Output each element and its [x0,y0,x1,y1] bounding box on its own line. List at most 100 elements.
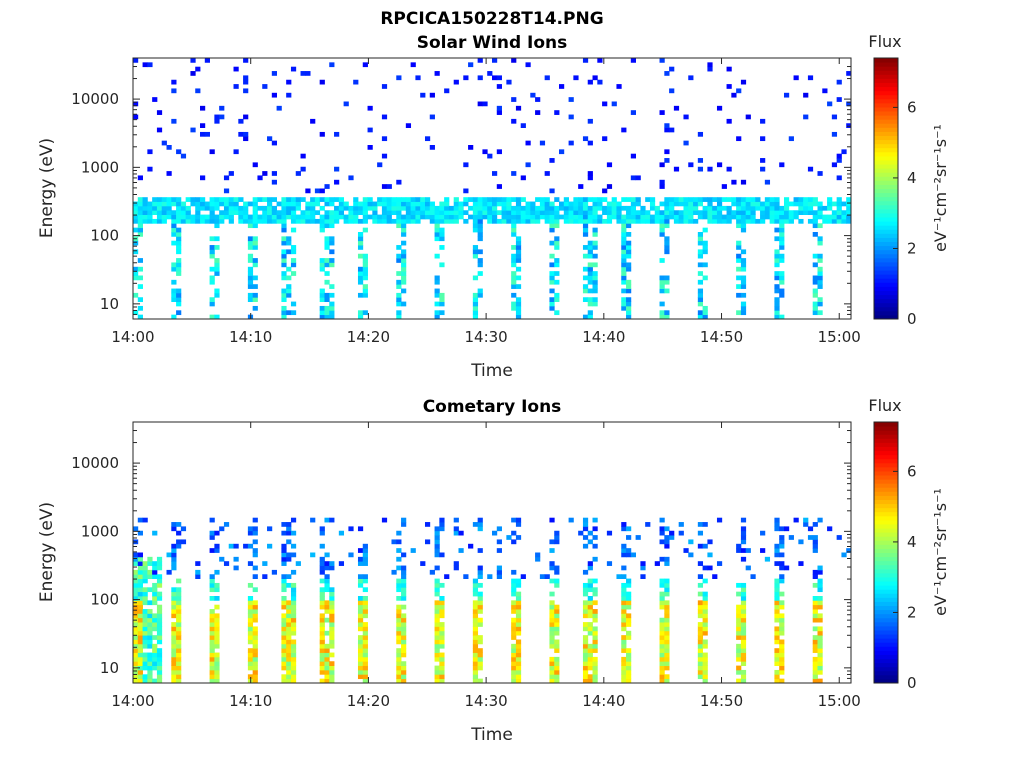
heatmap-cell [453,517,459,523]
heatmap-cell [812,582,818,588]
heatmap-cell [554,258,560,263]
heatmap-cell [391,210,397,215]
heatmap-cell [401,271,407,276]
heatmap-cell [697,214,704,220]
heatmap-cell [200,175,206,181]
heatmap-cell [353,210,359,215]
heatmap-cell [736,613,742,619]
heatmap-cell [592,214,598,220]
heatmap-cell [515,596,522,601]
heatmap-cell [554,279,560,285]
heatmap-cell [731,179,737,185]
heatmap-cell [420,214,426,220]
heatmap-cell [281,205,287,211]
heatmap-cell [707,197,713,202]
heatmap-cell [578,218,584,224]
heatmap-cell [156,678,163,684]
heatmap-cell [726,218,732,224]
heatmap-cell [544,197,550,202]
heatmap-cell [697,626,704,632]
heatmap-cell [324,617,330,623]
heatmap-cell [606,214,613,220]
heatmap-cell [621,609,627,614]
heatmap-cell [515,297,522,302]
heatmap-cell [252,669,258,675]
heatmap-cell [137,591,143,597]
heatmap-cell [209,197,215,202]
heatmap-cell [247,223,254,229]
heatmap-cell [142,609,148,614]
heatmap-cell [223,205,230,211]
heatmap-cell [817,517,823,523]
heatmap-cell [621,617,627,623]
heatmap-cell [740,674,747,680]
heatmap-cell [156,661,163,666]
heatmap-cell [329,626,335,632]
heatmap-cell [511,604,517,610]
heatmap-cell [247,561,254,566]
heatmap-cell [592,600,598,606]
heatmap-cell [324,279,330,285]
heatmap-cell [214,656,220,662]
heatmap-cell [611,205,617,211]
heatmap-cell [673,214,680,220]
heatmap-cell [324,630,330,636]
heatmap-cell [573,201,579,207]
heatmap-cell [223,197,230,202]
heatmap-cell [779,314,785,320]
heatmap-cell [209,582,215,588]
heatmap-cell [401,522,407,527]
heatmap-cell [812,301,818,307]
heatmap-cell [779,604,785,610]
heatmap-cell [444,197,450,202]
heatmap-cell [357,665,364,671]
heatmap-cell [779,253,785,259]
colorbar-swatch [874,249,898,255]
heatmap-cell [817,656,823,662]
heatmap-cell [592,556,598,562]
heatmap-cell [401,569,407,575]
heatmap-cell [257,197,263,202]
heatmap-cell [621,665,627,671]
heatmap-cell [156,604,163,610]
heatmap-cell [367,145,373,150]
heatmap-cell [156,622,163,627]
heatmap-cell [257,218,263,224]
heatmap-cell [760,158,766,163]
heatmap-cell [664,635,670,640]
heatmap-cell [324,674,330,680]
heatmap-cell [420,210,426,215]
heatmap-cell [511,223,517,229]
heatmap-cell [774,635,780,640]
heatmap-cell [515,522,522,527]
heatmap-cell [286,661,292,666]
heatmap-cell [511,284,517,289]
heatmap-cell [487,205,493,211]
heatmap-cell [300,197,306,202]
heatmap-cell [247,214,254,220]
heatmap-cell [511,652,517,658]
heatmap-cell [180,218,187,224]
heatmap-cell [664,201,670,207]
heatmap-cell [645,522,651,527]
heatmap-cell [147,665,153,671]
heatmap-cell [702,214,708,220]
heatmap-cell [405,218,412,224]
heatmap-cell [721,205,727,211]
heatmap-cell [439,678,445,684]
heatmap-cell [137,635,143,640]
heatmap-cell [171,201,177,207]
heatmap-cell [779,227,785,233]
heatmap-cell [171,552,177,558]
heatmap-cell [774,314,780,320]
heatmap-cell [587,530,593,536]
heatmap-cell [793,197,799,202]
heatmap-cell [659,530,665,536]
heatmap-cell [434,665,440,671]
heatmap-cell [515,630,522,636]
heatmap-cell [156,609,163,614]
heatmap-cell [357,548,364,553]
heatmap-cell [554,218,560,224]
heatmap-cell [659,201,665,207]
heatmap-cell [549,271,555,276]
